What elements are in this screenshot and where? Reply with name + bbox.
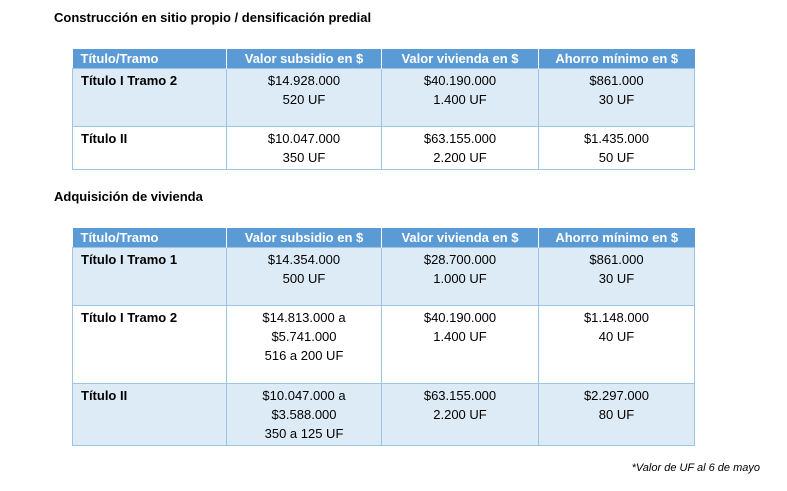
section-title-adquisicion: Adquisición de vivienda <box>54 189 203 204</box>
cell-ahorro: $2.297.000 80 UF <box>538 383 695 446</box>
cell-line: 2.200 UF <box>433 407 487 422</box>
cell-line: $861.000 <box>589 73 644 88</box>
table-adquisicion: Título/Tramo Valor subsidio en $ Valor v… <box>72 228 695 446</box>
cell-subsidio: $10.047.000 a $3.588.000 350 a 125 UF <box>226 383 382 446</box>
cell-line: 350 UF <box>282 150 326 165</box>
cell-line: $5.741.000 <box>271 329 337 344</box>
cell-line: $63.155.000 <box>423 131 497 146</box>
cell-line: $1.148.000 <box>583 310 650 325</box>
cell-line: 30 UF <box>598 92 635 107</box>
cell-line: 40 UF <box>598 329 635 344</box>
cell-line: 30 UF <box>598 271 635 286</box>
cell-subsidio: $14.813.000 a $5.741.000 516 a 200 UF <box>226 305 382 384</box>
cell-line: $28.700.000 <box>423 252 497 267</box>
table-row: Título I Tramo 2 $14.928.000 520 UF $40.… <box>72 68 695 127</box>
cell-line: 50 UF <box>598 150 635 165</box>
cell-line: 1.400 UF <box>433 329 487 344</box>
table-construccion: Título/Tramo Valor subsidio en $ Valor v… <box>72 49 695 170</box>
cell-tramo: Título II <box>72 126 227 170</box>
cell-line: $40.190.000 <box>423 73 497 88</box>
cell-line: $10.047.000 <box>267 131 341 146</box>
cell-line: 2.200 UF <box>433 150 487 165</box>
cell-vivienda: $28.700.000 1.000 UF <box>381 247 539 306</box>
cell-subsidio: $14.928.000 520 UF <box>226 68 382 127</box>
cell-line: 350 a 125 UF <box>264 426 344 441</box>
cell-line: $14.813.000 a <box>262 310 346 325</box>
table-header-row: Título/Tramo Valor subsidio en $ Valor v… <box>72 49 695 69</box>
cell-subsidio: $14.354.000 500 UF <box>226 247 382 306</box>
header-titulo-tramo: Título/Tramo <box>72 228 227 248</box>
cell-ahorro: $1.435.000 50 UF <box>538 126 695 170</box>
cell-ahorro: $861.000 30 UF <box>538 247 695 306</box>
cell-tramo: Título I Tramo 2 <box>72 68 227 127</box>
cell-line: 1.400 UF <box>433 92 487 107</box>
cell-ahorro: $861.000 30 UF <box>538 68 695 127</box>
header-ahorro-minimo: Ahorro mínimo en $ <box>538 228 695 248</box>
table-row: Título II $10.047.000 a $3.588.000 350 a… <box>72 383 695 446</box>
cell-line: $14.928.000 <box>267 73 341 88</box>
cell-line: 516 a 200 UF <box>264 348 344 363</box>
header-valor-subsidio: Valor subsidio en $ <box>226 49 382 69</box>
cell-vivienda: $63.155.000 2.200 UF <box>381 383 539 446</box>
table-row: Título I Tramo 2 $14.813.000 a $5.741.00… <box>72 305 695 384</box>
cell-line: $861.000 <box>589 252 644 267</box>
cell-line: 520 UF <box>282 92 326 107</box>
header-titulo-tramo: Título/Tramo <box>72 49 227 69</box>
footnote: *Valor de UF al 6 de mayo <box>631 462 760 474</box>
header-ahorro-minimo: Ahorro mínimo en $ <box>538 49 695 69</box>
cell-line: $40.190.000 <box>423 310 497 325</box>
cell-tramo: Título I Tramo 1 <box>72 247 227 306</box>
cell-vivienda: $63.155.000 2.200 UF <box>381 126 539 170</box>
cell-line: 1.000 UF <box>433 271 487 286</box>
cell-vivienda: $40.190.000 1.400 UF <box>381 305 539 384</box>
cell-line: $63.155.000 <box>423 388 497 403</box>
table-row: Título II $10.047.000 350 UF $63.155.000… <box>72 126 695 170</box>
cell-line: $14.354.000 <box>267 252 341 267</box>
cell-ahorro: $1.148.000 40 UF <box>538 305 695 384</box>
header-valor-subsidio: Valor subsidio en $ <box>226 228 382 248</box>
header-valor-vivienda: Valor vivienda en $ <box>381 49 539 69</box>
cell-tramo: Título II <box>72 383 227 446</box>
cell-line: $10.047.000 a <box>262 388 346 403</box>
cell-tramo: Título I Tramo 2 <box>72 305 227 384</box>
cell-line: $3.588.000 <box>271 407 337 422</box>
cell-vivienda: $40.190.000 1.400 UF <box>381 68 539 127</box>
table-row: Título I Tramo 1 $14.354.000 500 UF $28.… <box>72 247 695 306</box>
cell-line: $2.297.000 <box>583 388 650 403</box>
table-header-row: Título/Tramo Valor subsidio en $ Valor v… <box>72 228 695 248</box>
section-title-construccion: Construcción en sitio propio / densifica… <box>54 10 372 25</box>
cell-line: 80 UF <box>598 407 635 422</box>
cell-subsidio: $10.047.000 350 UF <box>226 126 382 170</box>
cell-line: 500 UF <box>282 271 326 286</box>
cell-line: $1.435.000 <box>583 131 650 146</box>
header-valor-vivienda: Valor vivienda en $ <box>381 228 539 248</box>
